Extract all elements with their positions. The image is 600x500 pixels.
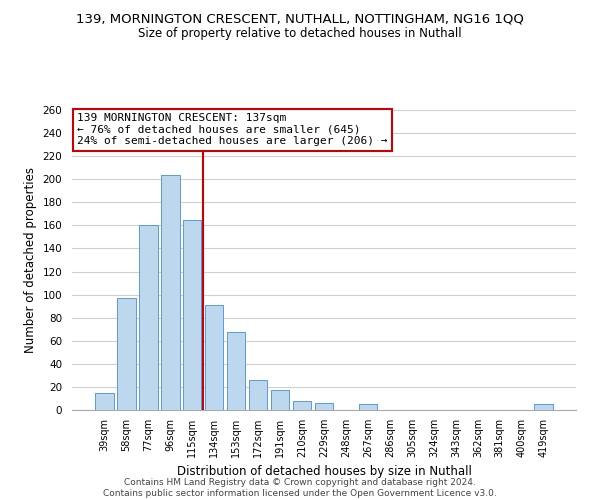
Y-axis label: Number of detached properties: Number of detached properties — [24, 167, 37, 353]
Bar — [183, 220, 202, 410]
Bar — [271, 390, 289, 410]
Text: 139, MORNINGTON CRESCENT, NUTHALL, NOTTINGHAM, NG16 1QQ: 139, MORNINGTON CRESCENT, NUTHALL, NOTTI… — [76, 12, 524, 26]
Bar — [359, 404, 377, 410]
Bar — [314, 403, 334, 410]
Bar — [117, 298, 136, 410]
Bar — [249, 380, 268, 410]
Bar — [293, 401, 311, 410]
Bar — [95, 392, 113, 410]
Bar — [535, 404, 553, 410]
X-axis label: Distribution of detached houses by size in Nuthall: Distribution of detached houses by size … — [176, 466, 472, 478]
Bar — [161, 174, 179, 410]
Bar — [205, 305, 223, 410]
Text: Size of property relative to detached houses in Nuthall: Size of property relative to detached ho… — [138, 28, 462, 40]
Bar — [139, 226, 158, 410]
Bar — [227, 332, 245, 410]
Text: Contains HM Land Registry data © Crown copyright and database right 2024.
Contai: Contains HM Land Registry data © Crown c… — [103, 478, 497, 498]
Text: 139 MORNINGTON CRESCENT: 137sqm
← 76% of detached houses are smaller (645)
24% o: 139 MORNINGTON CRESCENT: 137sqm ← 76% of… — [77, 113, 388, 146]
